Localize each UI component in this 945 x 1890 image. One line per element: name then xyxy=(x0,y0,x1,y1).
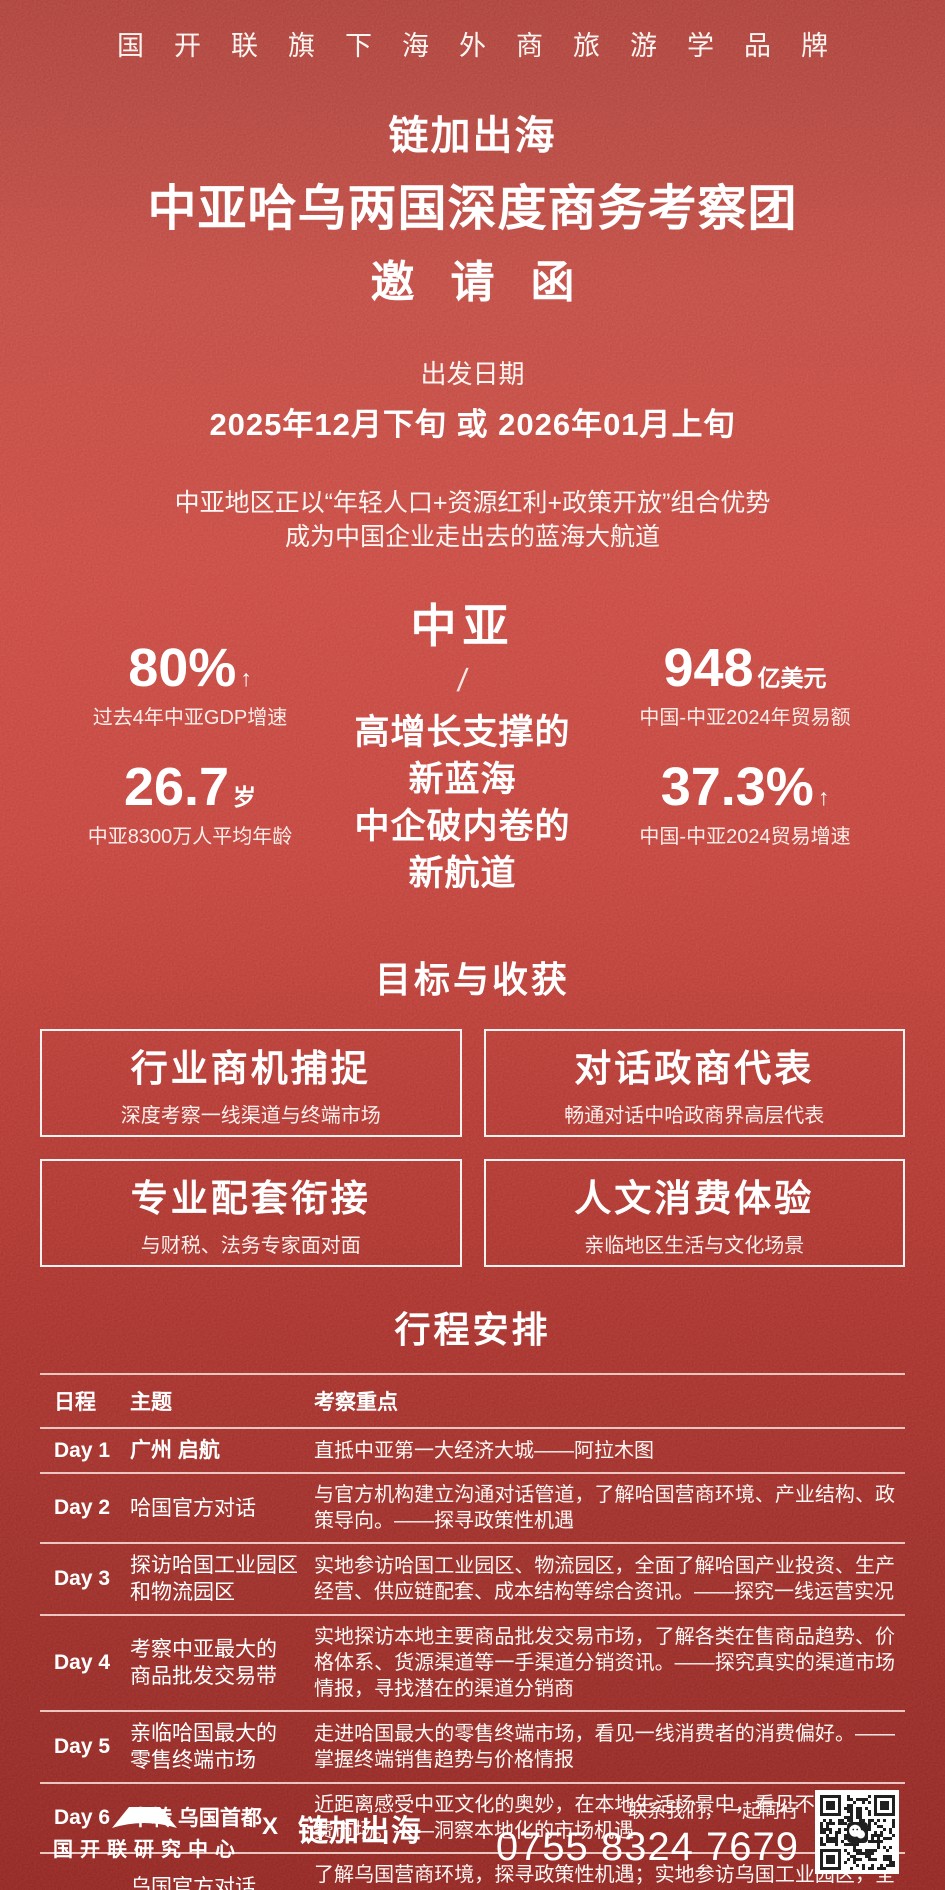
detail-text: 直抵中亚第一大经济大城——阿拉木图 xyxy=(314,1439,654,1462)
stat-caption: 中国-中亚2024年贸易额 xyxy=(639,706,851,729)
stat-trade-volume: 948 亿美元 中国-中亚2024年贸易额 xyxy=(585,639,905,730)
goal-card-title: 对话政商代表 xyxy=(574,1048,815,1089)
footer-brands: 国开联研究中心 X 链加出海 xyxy=(46,1803,422,1862)
slogan-line-2: 中企破内卷的新航道 xyxy=(354,807,571,893)
stat-caption: 中国-中亚2024贸易增速 xyxy=(639,825,851,848)
stat-value: 37.3% xyxy=(660,756,814,817)
stat-unit: 岁 xyxy=(233,783,257,810)
day-label: Day 3 xyxy=(54,1567,111,1590)
stats-section: 80% ↑ 过去4年中亚GDP增速 26.7 岁 中亚8300万人平均年龄 中亚 /… xyxy=(40,590,905,897)
goal-card-industry: 行业商机捕捉 深度考察一线渠道与终端市场 xyxy=(40,1029,462,1137)
region-title: 中亚 xyxy=(410,600,515,652)
theme-text: 广州 启航 xyxy=(130,1439,220,1462)
table-header-row: 日程 主题 考察重点 xyxy=(40,1373,905,1427)
footer-contact: 联系我们，一起同行 0755 8324 7679 xyxy=(496,1790,899,1874)
stat-value: 948 xyxy=(663,637,754,698)
departure-label: 出发日期 xyxy=(420,359,525,389)
goal-card-desc: 畅通对话中哈政商界高层代表 xyxy=(564,1105,825,1127)
stat-caption: 过去4年中亚GDP增速 xyxy=(92,706,288,729)
up-arrow-icon: ↑ xyxy=(817,783,830,810)
footer-brand-logo: 链加出海 xyxy=(298,1815,423,1848)
stat-value: 80% xyxy=(128,637,237,698)
column-header-focus: 考察重点 xyxy=(314,1391,398,1414)
theme-text: 哈国官方对话 xyxy=(130,1496,256,1520)
stat-gdp-growth: 80% ↑ 过去4年中亚GDP增速 xyxy=(40,639,340,730)
goal-card-professional: 专业配套衔接 与财税、法务专家面对面 xyxy=(40,1159,462,1267)
intro-paragraph: 中亚地区正以“年轻人口+资源红利+政策开放”组合优势 成为中国企业走出去的蓝海大… xyxy=(0,486,945,554)
detail-text: 与官方机构建立沟通对话管道，了解哈国营商环境、产业结构、政策导向。——探寻政策性… xyxy=(314,1484,895,1532)
stat-unit: 亿美元 xyxy=(757,664,827,691)
invitation-title: 邀请函 xyxy=(370,258,611,307)
org-name: 国开联研究中心 xyxy=(53,1838,242,1861)
stat-caption: 中亚8300万人平均年龄 xyxy=(87,825,293,848)
goal-card-desc: 深度考察一线渠道与终端市场 xyxy=(120,1105,381,1127)
table-row: Day 3 探访哈国工业园区 和物流园区 实地参访哈国工业园区、物流园区，全面了… xyxy=(40,1542,905,1614)
stats-right-column: 948 亿美元 中国-中亚2024年贸易额 37.3% ↑ 中国-中亚2024贸易增… xyxy=(585,639,905,849)
day-label: Day 4 xyxy=(54,1651,111,1674)
stats-left-column: 80% ↑ 过去4年中亚GDP增速 26.7 岁 中亚8300万人平均年龄 xyxy=(40,639,340,849)
theme-text: 亲临哈国最大的 零售终端市场 xyxy=(130,1722,277,1772)
contact-label: 联系我们，一起同行 xyxy=(627,1800,799,1822)
theme-text: 考察中亚最大的 商品批发交易带 xyxy=(130,1638,277,1688)
column-header-theme: 主题 xyxy=(130,1391,172,1414)
goals-cards: 行业商机捕捉 深度考察一线渠道与终端市场 对话政商代表 畅通对话中哈政商界高层代… xyxy=(40,1029,905,1267)
page-title: 中亚哈乌两国深度商务考察团 xyxy=(147,182,798,236)
stat-value: 26.7 xyxy=(123,756,230,817)
slogan-line-1: 高增长支撑的新蓝海 xyxy=(354,713,571,799)
phone-number: 0755 8324 7679 xyxy=(495,1824,799,1869)
qr-pattern xyxy=(819,1794,895,1870)
qr-code xyxy=(815,1790,899,1874)
day-label: Day 1 xyxy=(54,1438,111,1462)
goal-card-culture: 人文消费体验 亲临地区生活与文化场景 xyxy=(483,1159,905,1267)
footer: 国开联研究中心 X 链加出海 联系我们，一起同行 0755 8324 7679 xyxy=(0,1782,945,1882)
day-label: Day 2 xyxy=(54,1496,111,1519)
goal-card-title: 专业配套衔接 xyxy=(130,1178,371,1219)
goal-card-title: 行业商机捕捉 xyxy=(130,1048,371,1089)
goal-card-desc: 亲临地区生活与文化场景 xyxy=(584,1235,805,1257)
goals-heading: 目标与收获 xyxy=(374,959,570,1000)
theme-text: 探访哈国工业园区 和物流园区 xyxy=(130,1554,298,1604)
table-row: Day 5 亲临哈国最大的 零售终端市场 走进哈国最大的零售终端市场，看见一线消… xyxy=(40,1710,905,1782)
brand-logo: 链加出海 xyxy=(388,114,557,158)
itinerary-heading: 行程安排 xyxy=(394,1309,551,1350)
collab-x-separator: X xyxy=(262,1813,279,1840)
table-row: Day 1 广州 启航 直抵中亚第一大经济大城——阿拉木图 xyxy=(40,1427,905,1472)
detail-text: 实地探访本地主要商品批发交易市场，了解各类在售商品趋势、价格体系、货源渠道等一手… xyxy=(314,1626,895,1700)
stat-trade-growth: 37.3% ↑ 中国-中亚2024贸易增速 xyxy=(585,758,905,849)
org-logo-block: 国开联研究中心 xyxy=(46,1803,242,1862)
top-banner: 国开联旗下海外商旅游学品牌 xyxy=(117,31,858,61)
goal-card-desc: 与财税、法务专家面对面 xyxy=(140,1235,361,1257)
ingot-logo-icon xyxy=(112,1806,177,1828)
stats-center-block: 中亚 / 高增长支撑的新蓝海 中企破内卷的新航道 xyxy=(340,590,585,897)
intro-line-2: 成为中国企业走出去的蓝海大航道 xyxy=(284,523,660,551)
detail-text: 走进哈国最大的零售终端市场，看见一线消费者的消费偏好。——掌握终端销售趋势与价格… xyxy=(314,1723,895,1771)
departure-date: 2025年12月下旬 或 2026年01月上旬 xyxy=(209,407,736,442)
column-header-day: 日程 xyxy=(54,1391,96,1414)
table-row: Day 2 哈国官方对话 与官方机构建立沟通对话管道，了解哈国营商环境、产业结构… xyxy=(40,1472,905,1542)
goal-card-dialogue: 对话政商代表 畅通对话中哈政商界高层代表 xyxy=(483,1029,905,1137)
detail-text: 实地参访哈国工业园区、物流园区，全面了解哈国产业投资、生产经营、供应链配套、成本… xyxy=(314,1555,895,1603)
slash-divider: / xyxy=(455,662,470,698)
up-arrow-icon: ↑ xyxy=(240,664,252,691)
stat-average-age: 26.7 岁 中亚8300万人平均年龄 xyxy=(40,758,340,849)
intro-line-1: 中亚地区正以“年轻人口+资源红利+政策开放”组合优势 xyxy=(174,489,771,517)
table-row: Day 4 考察中亚最大的 商品批发交易带 实地探访本地主要商品批发交易市场，了… xyxy=(40,1614,905,1710)
goal-card-title: 人文消费体验 xyxy=(574,1178,815,1219)
day-label: Day 5 xyxy=(54,1735,111,1758)
